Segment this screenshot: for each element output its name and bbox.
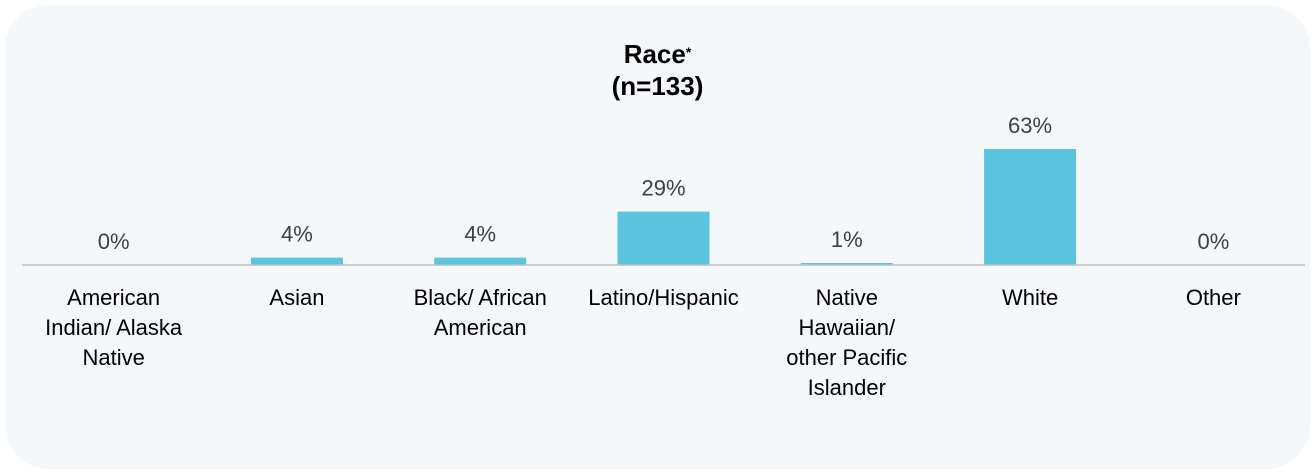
value-label-asian: 4% [281,222,313,247]
value-label-white: 63% [1008,113,1052,138]
category-label-latino-hispanic: Latino/Hispanic [588,285,738,310]
value-labels-layer: 0% 4% 4% 29% 1% 63% 0% [98,113,1230,254]
value-label-latino-hispanic: 29% [641,176,685,201]
bar-white [984,149,1077,265]
value-label-native-hawaiian-other-pacific-islander: 1% [831,227,863,252]
chart-title-marker: * [685,44,692,60]
chart-title: Race [623,39,686,69]
value-label-black-african-american: 4% [464,222,496,247]
category-label-black-african-american: Black/ African American [414,285,547,340]
category-labels-layer: American Indian/ Alaska Native Asian Black/ … [45,285,1241,400]
bar-latino-hispanic [617,211,710,265]
category-label-white: White [1002,285,1058,310]
bar-black-african-american [434,257,527,265]
chart-title-line: Race* [0,38,1315,70]
bar-native-hawaiian-other-pacific-islander [800,263,893,265]
chart-title-block: Race* (n=133) [0,38,1315,102]
value-label-other: 0% [1197,229,1229,254]
category-label-asian: Asian [269,285,324,310]
bars-layer [250,149,1077,265]
value-label-american-indian-alaska-native: 0% [98,229,130,254]
bar-asian [250,257,343,265]
chart-subtitle: (n=133) [611,71,704,101]
category-label-other: Other [1186,285,1241,310]
category-label-native-hawaiian-other-pacific-islander: Native Hawaiian/other Pacific Islander [786,285,907,400]
category-label-american-indian-alaska-native: American Indian/ Alaska Native [45,285,183,370]
